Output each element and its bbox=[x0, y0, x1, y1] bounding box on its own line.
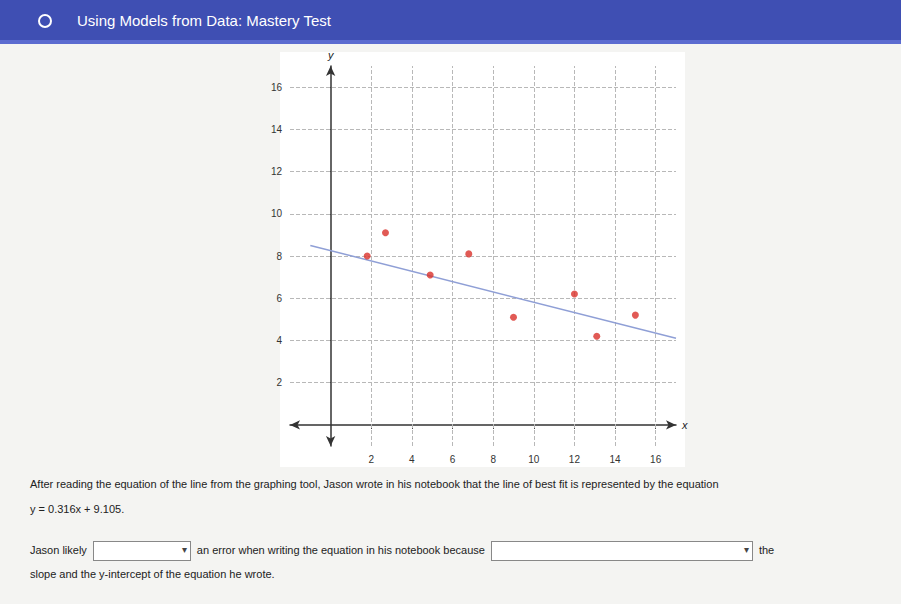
html-text:an error when writing the equa: an error when writing the equation in hi… bbox=[196, 543, 485, 556]
svg-text:12: 12 bbox=[271, 166, 283, 177]
svg-text:2: 2 bbox=[368, 454, 374, 465]
svg-text:y: y bbox=[327, 49, 335, 61]
svg-text:8: 8 bbox=[490, 454, 496, 465]
svg-text:6: 6 bbox=[276, 293, 282, 304]
html-text:the: the bbox=[758, 543, 775, 556]
svg-text:16: 16 bbox=[271, 82, 283, 93]
svg-text:10: 10 bbox=[271, 208, 283, 219]
svg-text:14: 14 bbox=[609, 454, 621, 465]
svg-text:10: 10 bbox=[528, 454, 540, 465]
svg-text:x: x bbox=[681, 419, 688, 431]
svg-text:12: 12 bbox=[569, 454, 581, 465]
html-text:y = 0.316x + 9.105.: y = 0.316x + 9.105. bbox=[30, 503, 125, 515]
html-text:Jason likely: Jason likely bbox=[30, 543, 87, 556]
svg-text:4: 4 bbox=[409, 454, 415, 465]
svg-text:2: 2 bbox=[276, 377, 282, 388]
svg-text:16: 16 bbox=[650, 454, 662, 465]
svg-text:8: 8 bbox=[276, 251, 282, 262]
svg-text:6: 6 bbox=[450, 454, 456, 465]
svg-text:4: 4 bbox=[276, 335, 282, 346]
html-text:slope and the y-intercept of t: slope and the y-intercept of the equatio… bbox=[30, 568, 275, 580]
html-text:After reading the equation of: After reading the equation of the line f… bbox=[30, 478, 719, 490]
html-text:Using Models from Data: Master: Using Models from Data: Mastery Test bbox=[77, 12, 331, 29]
svg-text:14: 14 bbox=[271, 124, 283, 135]
